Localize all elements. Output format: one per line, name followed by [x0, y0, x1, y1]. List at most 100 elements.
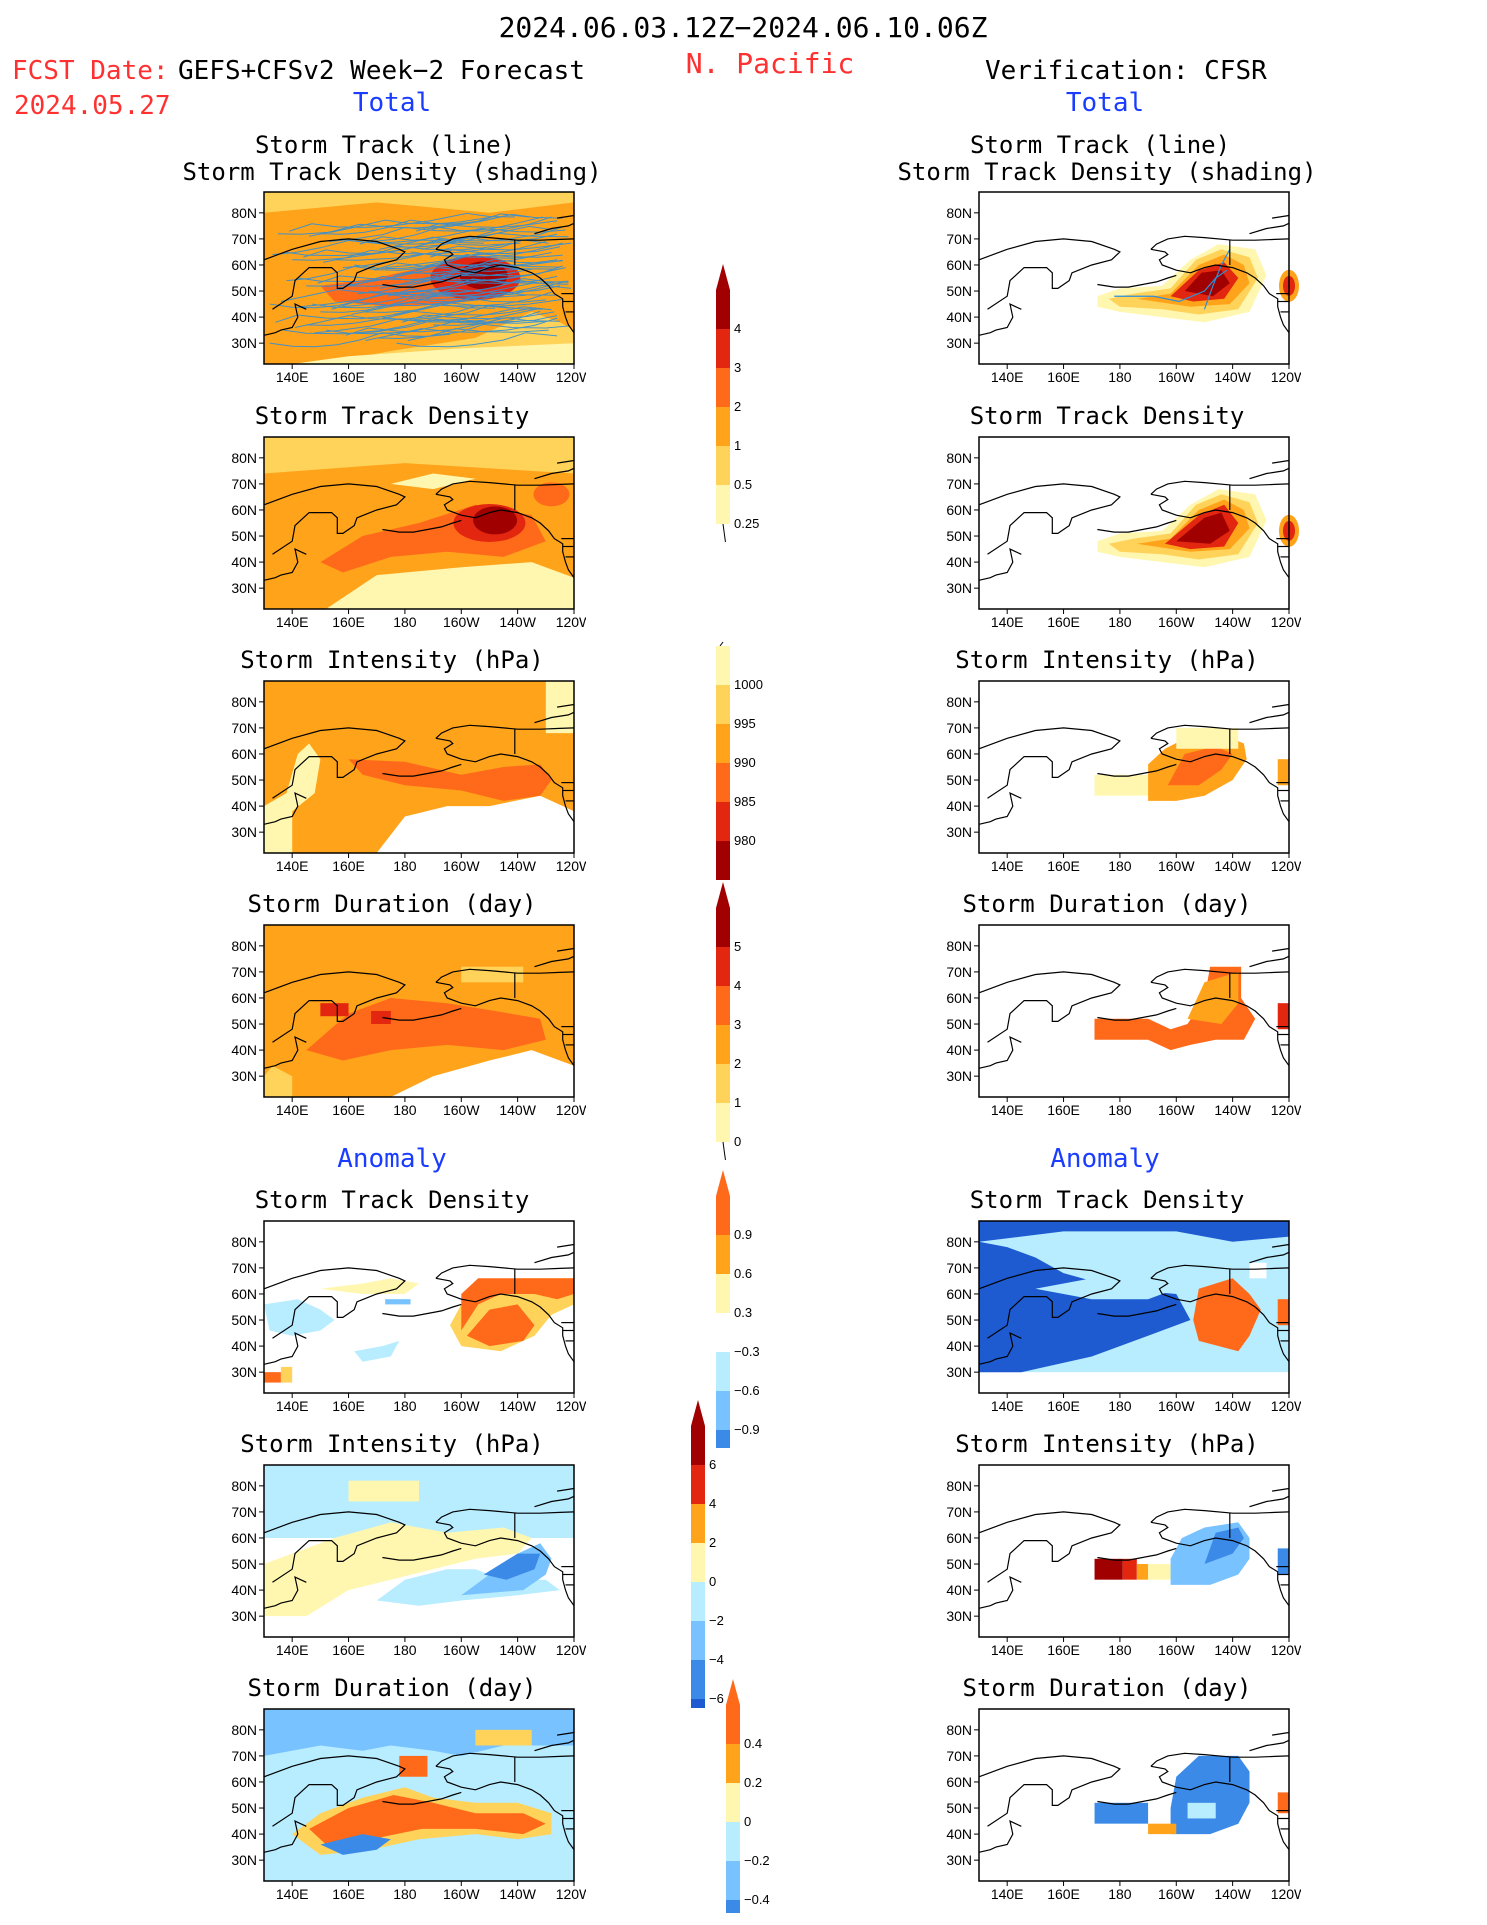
colorbar-segment — [716, 407, 730, 446]
coastline — [435, 235, 575, 250]
lon-tick-label: 140E — [276, 1398, 309, 1414]
map-frame — [263, 1220, 575, 1394]
lon-tick-label: 160W — [1158, 1886, 1195, 1902]
map-duration-anomaly-verification: 80N 70N 60N 50N 40N 30N 140E 160E 180 160W 140W 120… — [933, 1707, 1308, 1907]
lon-tick-label: 160W — [443, 614, 480, 630]
lon-tick-label: 180 — [393, 614, 417, 630]
storm-track-line — [325, 319, 546, 335]
lat-tick-label: 60N — [946, 502, 972, 518]
coastline — [435, 1264, 575, 1279]
coastline — [557, 214, 575, 219]
storm-track-line — [430, 285, 561, 297]
lon-tick-label: 120W — [1271, 614, 1301, 630]
storm-track-line — [283, 319, 521, 335]
lat-tick-label: 40N — [946, 1582, 972, 1598]
coastline — [1150, 493, 1290, 579]
colorbar-label: 3 — [734, 1017, 741, 1032]
coastline — [978, 1267, 1121, 1339]
storm-track-line — [334, 242, 572, 261]
lon-tick-label: 120W — [1271, 858, 1301, 874]
colorbar-segment — [716, 685, 730, 724]
colorbar-label: 0.9 — [734, 1227, 752, 1242]
lon-tick-label: 140W — [499, 1642, 536, 1658]
colorbar-segment — [716, 986, 730, 1025]
colorbar-label: 0.5 — [734, 477, 752, 492]
shading-region — [466, 1304, 535, 1347]
lon-tick-label: 160W — [1158, 614, 1195, 630]
coastline — [263, 1576, 307, 1609]
shading-region — [979, 1241, 1191, 1373]
coastline — [557, 1731, 575, 1736]
map-duration-anomaly-forecast: 80N 70N 60N 50N 40N 30N 140E 160E 180 160W 140W 120… — [218, 1707, 593, 1907]
coastline — [1272, 459, 1290, 464]
lon-tick-label: 180 — [1108, 1886, 1132, 1902]
coastline — [978, 1511, 1121, 1583]
coastline — [435, 981, 575, 1067]
shading-cell — [264, 1616, 574, 1637]
lon-tick-label: 140W — [1214, 614, 1251, 630]
lat-tick-label: 70N — [946, 1748, 972, 1764]
map-density-anomaly-forecast: 80N 70N 60N 50N 40N 30N 140E 160E 180 160W 140W 120… — [218, 1219, 593, 1419]
coastline — [978, 1820, 1022, 1853]
lon-tick-label: 160W — [1158, 1642, 1195, 1658]
lat-tick-label: 60N — [231, 1530, 257, 1546]
colorbar-segment — [716, 841, 730, 880]
lon-tick-label: 160W — [443, 1886, 480, 1902]
lat-tick-label: 40N — [946, 309, 972, 325]
shading-region — [264, 192, 574, 213]
lon-tick-label: 160W — [1158, 1102, 1195, 1118]
panel-title-duration-right: Storm Duration (day) — [962, 890, 1252, 918]
coastline — [382, 1791, 462, 1805]
colorbar-label: −0.9 — [734, 1422, 760, 1437]
lat-tick-label: 80N — [946, 205, 972, 221]
coastline — [1097, 1303, 1177, 1317]
colorbar-label: −2 — [709, 1613, 724, 1628]
map-frame — [263, 1464, 575, 1638]
coastline — [978, 971, 1121, 1043]
colorbar-segment — [716, 485, 730, 524]
panel-title-density-left: Storm Track Density — [254, 402, 530, 430]
lon-tick-label: 180 — [393, 1398, 417, 1414]
lon-tick-label: 180 — [393, 1102, 417, 1118]
colorbar-segment — [716, 908, 730, 947]
coastline — [557, 703, 575, 708]
lon-tick-label: 180 — [1108, 1398, 1132, 1414]
lon-tick-label: 120W — [1271, 1102, 1301, 1118]
storm-track-line — [1203, 249, 1231, 310]
lon-tick-label: 160W — [443, 1102, 480, 1118]
lon-tick-label: 140W — [499, 1102, 536, 1118]
coastline — [263, 792, 307, 825]
storm-track-line — [404, 258, 563, 274]
panel-title-intensity-left: Storm Intensity (hPa) — [240, 646, 544, 674]
lat-tick-label: 60N — [231, 990, 257, 1006]
lon-tick-label: 180 — [1108, 1102, 1132, 1118]
coastline — [978, 1332, 1022, 1365]
colorbar-label: 990 — [734, 755, 756, 770]
coastline — [978, 303, 1022, 336]
shading-blob — [473, 506, 518, 535]
lat-tick-label: 70N — [946, 720, 972, 736]
coastline — [1097, 1791, 1177, 1805]
panel-title-track-shading-right: Storm Track Density (shading) — [897, 158, 1317, 186]
lon-tick-label: 160W — [443, 1642, 480, 1658]
colorbar-label: 980 — [734, 833, 756, 848]
colorbar-label: 0.2 — [744, 1775, 762, 1790]
coastline — [557, 1243, 575, 1248]
shading-region — [348, 759, 552, 801]
coastline — [534, 1251, 575, 1264]
lon-tick-label: 160E — [1047, 1398, 1080, 1414]
shading-cell — [264, 1860, 574, 1881]
colorbar-segment — [726, 1744, 740, 1783]
colorbar-label: 2 — [709, 1535, 716, 1550]
lon-tick-label: 180 — [1108, 369, 1132, 385]
coastline — [1097, 274, 1177, 288]
map-density-total-forecast: 80N 70N 60N 50N 40N 30N 140E 160E 180 160W 140W 120… — [218, 435, 593, 635]
map-frame — [263, 436, 575, 610]
fcst-date-label: FCST Date: — [12, 56, 169, 86]
lat-tick-label: 30N — [946, 335, 972, 351]
storm-track-line — [311, 293, 527, 309]
map-frame — [978, 1464, 1290, 1638]
map-duration-total-verification: 80N 70N 60N 50N 40N 30N 140E 160E 180 160W 140W 120… — [933, 923, 1308, 1123]
colorbar-label: 0.3 — [734, 1305, 752, 1320]
storm-track-line — [351, 291, 552, 315]
